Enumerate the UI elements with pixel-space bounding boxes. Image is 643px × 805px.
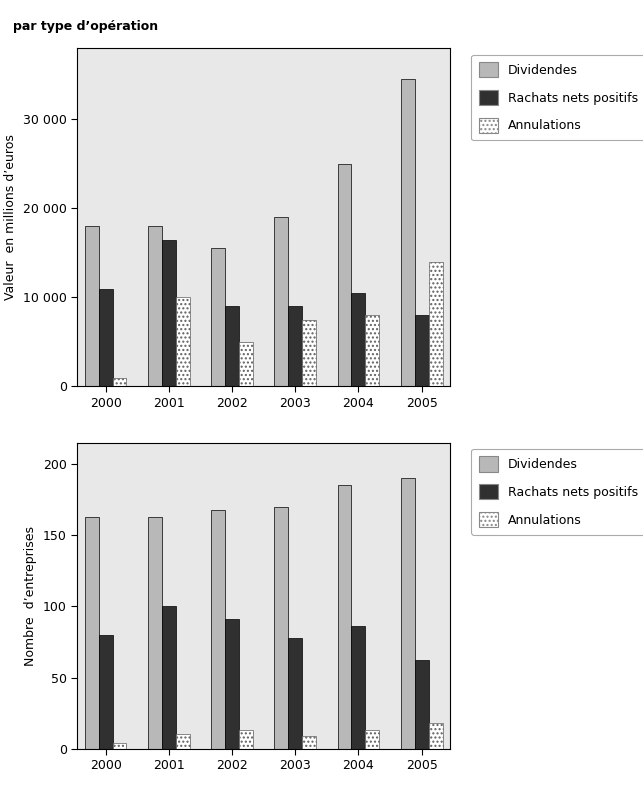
Bar — [98, 635, 113, 749]
Bar — [352, 626, 365, 749]
Bar — [225, 619, 239, 749]
Bar — [338, 164, 352, 386]
Bar — [338, 485, 352, 749]
Bar — [352, 293, 365, 386]
Bar — [85, 226, 98, 386]
Bar — [113, 378, 127, 386]
Y-axis label: Valeur  en millions d’euros: Valeur en millions d’euros — [5, 134, 17, 300]
Bar — [162, 606, 176, 749]
Bar — [176, 297, 190, 386]
Bar — [288, 638, 302, 749]
Bar — [225, 307, 239, 386]
Bar — [162, 240, 176, 386]
Y-axis label: Nombre  d’entreprises: Nombre d’entreprises — [24, 526, 37, 666]
Legend: Dividendes, Rachats nets positifs, Annulations: Dividendes, Rachats nets positifs, Annul… — [471, 55, 643, 140]
Bar — [239, 730, 253, 749]
Bar — [148, 226, 162, 386]
Bar — [365, 316, 379, 386]
Bar — [415, 660, 429, 749]
Bar — [302, 320, 316, 386]
Bar — [401, 478, 415, 749]
Bar — [211, 510, 225, 749]
Bar — [113, 743, 127, 749]
Bar — [98, 288, 113, 386]
Text: par type d’opération: par type d’opération — [13, 20, 158, 33]
Bar — [288, 307, 302, 386]
Bar — [239, 342, 253, 386]
Bar — [401, 80, 415, 386]
Bar — [429, 262, 442, 386]
Bar — [275, 217, 288, 386]
Bar — [415, 316, 429, 386]
Bar — [176, 734, 190, 749]
Bar — [85, 517, 98, 749]
Bar — [302, 736, 316, 749]
Bar — [211, 249, 225, 386]
Bar — [148, 517, 162, 749]
Legend: Dividendes, Rachats nets positifs, Annulations: Dividendes, Rachats nets positifs, Annul… — [471, 449, 643, 535]
Bar — [429, 723, 442, 749]
Bar — [365, 730, 379, 749]
Bar — [275, 507, 288, 749]
